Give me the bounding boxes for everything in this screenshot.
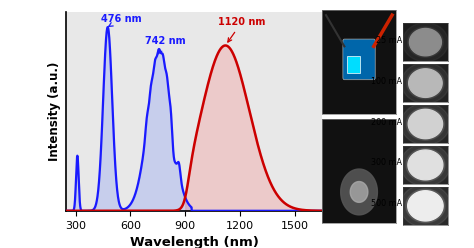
Polygon shape	[391, 95, 460, 153]
Polygon shape	[408, 150, 443, 180]
FancyBboxPatch shape	[343, 39, 375, 80]
Polygon shape	[408, 27, 443, 57]
Polygon shape	[392, 55, 459, 112]
Polygon shape	[370, 35, 474, 131]
FancyBboxPatch shape	[347, 56, 360, 73]
X-axis label: Wavelength (nm): Wavelength (nm)	[130, 236, 259, 248]
Polygon shape	[391, 135, 460, 195]
Polygon shape	[401, 63, 449, 103]
Polygon shape	[410, 29, 441, 56]
Text: 500 mA: 500 mA	[371, 199, 402, 208]
Polygon shape	[408, 109, 443, 139]
Text: 200 mA: 200 mA	[371, 118, 402, 126]
Text: 300 mA: 300 mA	[371, 158, 402, 167]
Polygon shape	[372, 0, 474, 88]
Polygon shape	[401, 103, 450, 145]
Polygon shape	[406, 148, 445, 182]
Polygon shape	[400, 184, 451, 227]
Polygon shape	[368, 75, 474, 173]
Polygon shape	[401, 144, 450, 186]
Polygon shape	[350, 182, 368, 202]
Polygon shape	[366, 155, 474, 248]
Polygon shape	[406, 189, 445, 223]
Polygon shape	[408, 191, 443, 221]
Polygon shape	[402, 23, 448, 62]
Polygon shape	[406, 108, 445, 140]
Polygon shape	[393, 15, 457, 69]
Polygon shape	[390, 176, 461, 236]
Polygon shape	[407, 67, 444, 99]
Text: 100 mA: 100 mA	[371, 77, 402, 86]
Y-axis label: Intensity (a.u.): Intensity (a.u.)	[48, 62, 61, 161]
Text: 742 nm: 742 nm	[145, 36, 186, 54]
Text: 1120 nm: 1120 nm	[218, 17, 265, 42]
Polygon shape	[409, 69, 442, 97]
Text: 476 nm: 476 nm	[101, 14, 142, 27]
Text: 25 mA: 25 mA	[376, 36, 402, 45]
Polygon shape	[367, 115, 474, 215]
Polygon shape	[341, 169, 377, 215]
